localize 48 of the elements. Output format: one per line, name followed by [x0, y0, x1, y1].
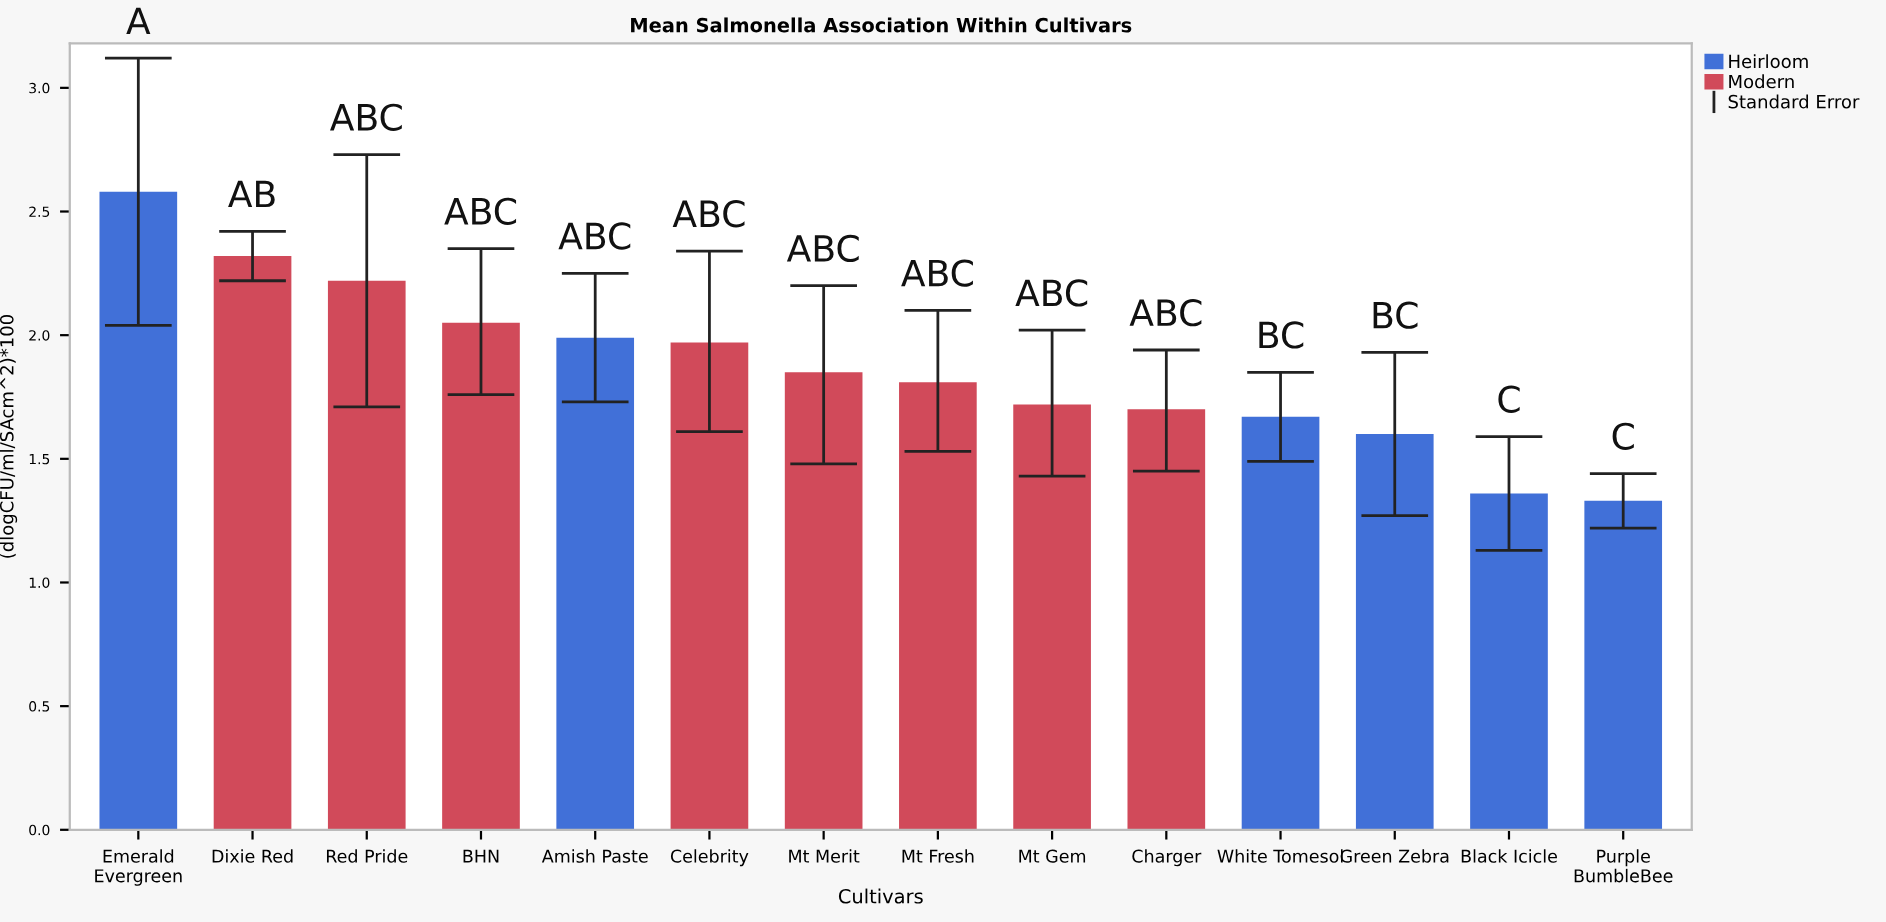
y-axis-title: (dlogCFU/ml/SAcm^2)*100 [0, 315, 18, 558]
text: Standard Error [1728, 94, 1860, 109]
annotation: ABC [1129, 299, 1202, 327]
x-tick-label: Purple BumbleBee [1574, 849, 1673, 883]
legend-label: Modern [1729, 74, 1794, 89]
x-tick-label: Red Pride [326, 849, 408, 863]
bar [556, 337, 635, 830]
annotation: ABC [330, 103, 402, 131]
x-tick-label: Charger [1132, 849, 1202, 867]
bar [899, 382, 977, 830]
bar [442, 322, 520, 830]
bar [327, 280, 406, 830]
x-tick-label: Mt Fresh [902, 849, 974, 863]
x-tick-label: Mt Gem [1019, 849, 1086, 863]
annotation: BC [1373, 301, 1418, 329]
bar [670, 342, 749, 830]
bar [1355, 434, 1434, 830]
annotation: BC [1259, 321, 1304, 349]
bar [213, 256, 292, 830]
bar [1584, 500, 1663, 830]
annotation: ABC [444, 197, 517, 225]
bar [99, 191, 178, 830]
annotation: AB [228, 180, 275, 208]
x-tick-label: White Tomesol [1217, 849, 1343, 863]
x-tick-label: Mt Merit [789, 849, 860, 863]
annotation: ABC [558, 222, 631, 250]
annotation: C [1498, 385, 1520, 413]
x-tick-label: BHN [463, 849, 499, 863]
legend-label: Heirloom [1729, 54, 1808, 69]
annotation: ABC [786, 234, 859, 263]
x-axis-title: Cultivars [838, 888, 923, 904]
bar [1241, 416, 1320, 830]
bar [784, 372, 863, 830]
annotation: C [1612, 422, 1634, 450]
x-tick-label: Black Icicle [1461, 849, 1557, 863]
bar [1470, 493, 1548, 830]
bar [1127, 409, 1206, 830]
x-tick-label: Dixie Red [212, 849, 293, 863]
x-tick-label: Amish Paste [541, 849, 648, 863]
annotation: ABC [672, 200, 745, 228]
chart-title: Mean Salmonella Association Within Cultivars [631, 17, 1132, 33]
bar [1013, 404, 1091, 830]
x-tick-label: Green Zebra [1340, 849, 1449, 863]
x-tick-label: Celebrity [670, 849, 749, 867]
text: A [126, 7, 151, 34]
annotation: ABC [1015, 279, 1088, 307]
x-tick-label: Emerald Evergreen [95, 849, 182, 886]
annotation: ABC [901, 259, 973, 287]
